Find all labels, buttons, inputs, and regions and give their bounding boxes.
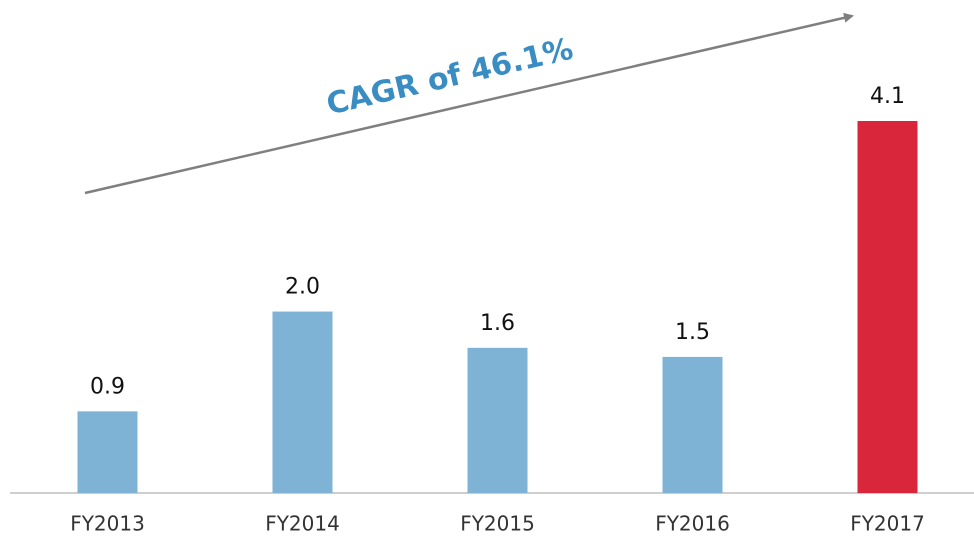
x-tick-label: FY2014 [265,512,340,536]
x-tick-label: FY2013 [70,512,145,536]
value-label: 4.1 [870,84,905,109]
value-label: 1.6 [480,311,515,336]
bar [662,356,723,493]
bar [857,121,918,493]
value-label: 1.5 [675,320,710,345]
bar [77,411,138,493]
x-tick-label: FY2015 [460,512,535,536]
value-label: 2.0 [285,275,320,300]
x-tick-label: FY2016 [655,512,730,536]
bar [467,347,528,493]
value-label: 0.9 [90,374,125,399]
x-tick-label: FY2017 [850,512,925,536]
trend-arrow [84,12,854,195]
bar [272,311,333,493]
